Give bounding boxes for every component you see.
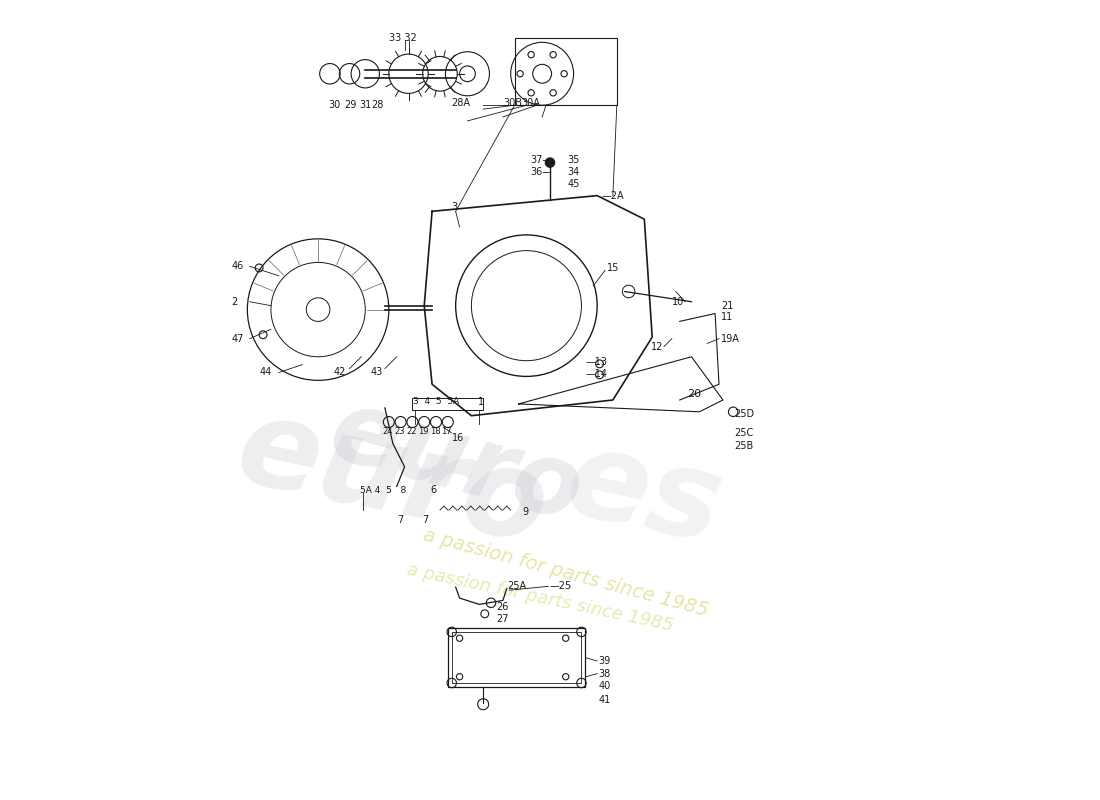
Text: 9: 9	[522, 506, 529, 517]
Text: 26: 26	[496, 602, 509, 612]
Text: 22: 22	[406, 427, 417, 436]
Text: 36—: 36—	[530, 167, 552, 177]
Text: 38: 38	[598, 669, 611, 678]
Text: es: es	[557, 421, 733, 568]
Text: 43: 43	[371, 367, 383, 378]
Text: 7: 7	[422, 515, 429, 526]
Text: 27: 27	[496, 614, 509, 623]
Text: 31: 31	[359, 100, 371, 110]
Text: —13: —13	[585, 358, 607, 367]
Text: 33 32: 33 32	[388, 34, 417, 43]
Text: 30A: 30A	[521, 98, 540, 108]
Text: 25D: 25D	[735, 409, 755, 419]
Text: 16: 16	[452, 433, 464, 442]
Text: a passion for parts since 1985: a passion for parts since 1985	[394, 558, 674, 634]
Text: 44: 44	[260, 367, 272, 378]
Text: 15: 15	[606, 263, 619, 273]
Text: 10: 10	[672, 297, 684, 306]
Text: 37—: 37—	[530, 155, 552, 166]
Text: 12: 12	[650, 342, 663, 351]
Text: 3: 3	[452, 202, 458, 213]
Text: 23: 23	[395, 427, 405, 436]
Text: a passion for parts since 1985: a passion for parts since 1985	[421, 526, 711, 620]
Text: 28: 28	[371, 100, 383, 110]
Text: 39: 39	[598, 656, 611, 666]
Text: 18: 18	[430, 427, 440, 436]
Text: 47: 47	[232, 334, 244, 344]
Text: 40: 40	[598, 681, 611, 691]
Text: 41: 41	[598, 695, 611, 706]
Text: 2: 2	[232, 297, 238, 306]
Text: 42: 42	[333, 367, 346, 378]
Text: 46: 46	[232, 262, 244, 271]
Text: 24: 24	[383, 427, 393, 436]
Text: 11: 11	[722, 313, 734, 322]
Bar	[452, 632, 582, 683]
Text: 35: 35	[568, 155, 580, 166]
Text: 28A: 28A	[452, 98, 471, 108]
Text: euro: euro	[227, 389, 559, 569]
Bar	[448, 628, 585, 687]
Text: 30B: 30B	[503, 98, 521, 108]
Bar	[515, 38, 617, 106]
Text: —2A: —2A	[601, 190, 624, 201]
Text: —14: —14	[585, 369, 607, 379]
Text: 25C: 25C	[735, 428, 754, 438]
Text: 29: 29	[344, 100, 356, 110]
Text: —25: —25	[550, 582, 572, 591]
Text: 19A: 19A	[722, 334, 740, 344]
Text: 21: 21	[722, 301, 734, 310]
Text: 19: 19	[418, 427, 428, 436]
Text: 34: 34	[568, 167, 580, 177]
Text: 17: 17	[441, 427, 452, 436]
Text: 1: 1	[477, 397, 484, 406]
Text: euro: euro	[319, 382, 593, 543]
Text: 6: 6	[430, 486, 437, 495]
Text: 7: 7	[397, 515, 403, 526]
Text: 30: 30	[328, 100, 341, 110]
Text: 20: 20	[688, 389, 702, 398]
Bar	[412, 398, 483, 410]
Text: 25B: 25B	[735, 441, 754, 450]
Circle shape	[546, 158, 554, 167]
Text: 25A: 25A	[507, 582, 526, 591]
Text: 3  4  5  5A: 3 4 5 5A	[414, 397, 460, 406]
Text: 45: 45	[568, 179, 580, 189]
Text: 5A 4  5   8: 5A 4 5 8	[360, 486, 406, 495]
